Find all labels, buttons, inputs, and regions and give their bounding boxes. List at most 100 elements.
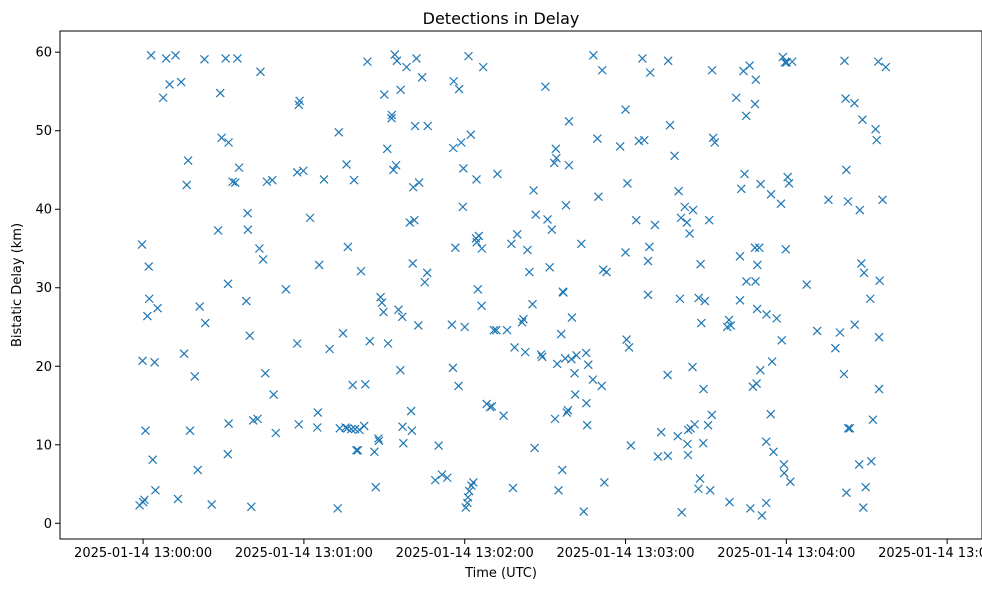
data-point	[650, 220, 660, 230]
data-point	[409, 215, 419, 225]
data-point	[449, 76, 459, 86]
data-point	[769, 447, 778, 457]
x-tick-label: 2025-01-14 13:05:00	[878, 546, 982, 561]
data-point	[688, 205, 698, 215]
data-point	[707, 410, 717, 420]
data-point	[294, 419, 304, 429]
data-point	[359, 421, 369, 431]
data-point	[200, 54, 209, 64]
data-point	[387, 110, 397, 120]
data-point	[626, 441, 636, 450]
data-point	[746, 503, 755, 513]
data-point	[530, 443, 540, 453]
data-point	[710, 138, 720, 147]
y-axis: 0 10 20 30 40 50 60	[35, 46, 60, 532]
data-point	[588, 50, 598, 60]
data-point	[487, 401, 497, 411]
data-point	[823, 195, 833, 205]
data-point	[597, 381, 607, 391]
data-point	[528, 299, 537, 309]
data-point	[785, 477, 795, 487]
data-point	[865, 294, 875, 304]
data-point	[356, 266, 366, 276]
data-point	[680, 202, 690, 212]
data-point	[260, 368, 270, 378]
data-point	[454, 84, 464, 94]
data-point	[474, 231, 484, 241]
data-point	[567, 313, 577, 323]
data-point	[437, 470, 447, 480]
data-point	[352, 445, 361, 455]
data-point	[215, 88, 225, 98]
data-point	[333, 503, 343, 513]
data-point	[663, 370, 673, 380]
data-point	[417, 72, 427, 82]
data-point	[531, 210, 541, 220]
data-point	[579, 507, 589, 516]
data-point	[138, 497, 148, 507]
data-point	[850, 320, 860, 330]
data-point	[456, 138, 466, 147]
data-point	[379, 90, 389, 100]
data-point	[190, 372, 200, 381]
data-point	[673, 431, 683, 441]
data-point	[839, 369, 849, 379]
data-point	[750, 243, 760, 253]
data-point	[423, 121, 433, 131]
data-point	[556, 329, 566, 339]
data-point	[267, 175, 277, 185]
data-point	[140, 495, 149, 505]
data-point	[341, 423, 350, 432]
data-point	[397, 312, 407, 322]
data-point	[420, 277, 430, 287]
data-point	[776, 199, 786, 209]
data-point	[875, 276, 885, 286]
data-point	[675, 294, 685, 304]
data-point	[766, 409, 776, 419]
data-point	[845, 423, 855, 433]
data-point	[412, 54, 421, 63]
data-point	[408, 258, 418, 268]
data-point	[740, 169, 749, 179]
data-point	[510, 342, 519, 352]
data-point	[305, 213, 315, 223]
data-point	[841, 488, 851, 498]
data-point	[551, 144, 561, 154]
data-point	[281, 284, 291, 294]
data-point	[752, 260, 762, 270]
data-point	[656, 427, 666, 437]
y-tick-label: 0	[44, 517, 52, 532]
data-point	[622, 178, 632, 188]
data-point	[230, 178, 240, 187]
data-point	[761, 437, 771, 447]
data-point	[621, 105, 630, 114]
y-tick-label: 30	[35, 281, 52, 296]
data-point	[354, 425, 364, 435]
data-point	[349, 175, 359, 185]
data-point	[430, 475, 440, 485]
data-point	[549, 158, 559, 168]
data-point	[707, 65, 717, 75]
data-point	[392, 56, 402, 66]
data-point	[223, 279, 233, 289]
data-point	[841, 94, 851, 103]
data-point	[674, 186, 684, 196]
data-point	[394, 305, 403, 315]
data-point	[677, 507, 687, 517]
data-point	[477, 244, 487, 253]
data-point	[564, 116, 574, 126]
data-point	[271, 428, 281, 438]
data-point	[861, 482, 871, 492]
data-point	[725, 497, 734, 507]
data-point	[179, 349, 189, 359]
data-point	[529, 185, 539, 195]
data-point	[780, 57, 790, 67]
data-point	[653, 452, 663, 461]
data-point	[313, 408, 323, 418]
data-point	[570, 390, 580, 399]
data-point	[233, 54, 242, 63]
data-point	[688, 362, 697, 372]
y-tick-label: 60	[35, 46, 52, 61]
data-point	[489, 325, 499, 335]
